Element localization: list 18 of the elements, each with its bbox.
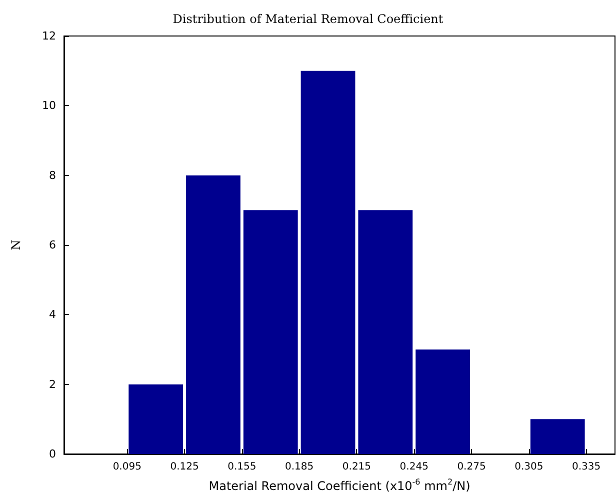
x-tick-label: 0.305 <box>514 462 544 472</box>
x-tick-label: 0.125 <box>170 462 199 472</box>
y-axis-title: N <box>9 240 23 250</box>
y-tick-label: 0 <box>49 448 56 460</box>
y-tick-label: 4 <box>49 308 56 322</box>
x-tick-label: 0.275 <box>457 462 486 472</box>
y-tick-label: 10 <box>42 99 56 112</box>
x-tick-label: 0.155 <box>228 462 256 472</box>
chart-title: Distribution of Material Removal Coefficient <box>172 12 444 26</box>
x-tick-label: 0.095 <box>112 462 142 472</box>
x-tick-label: 0.245 <box>400 462 428 472</box>
x-tick-label: 0.335 <box>572 462 601 472</box>
y-tick-label: 2 <box>49 378 56 391</box>
x-tick-label: 0.185 <box>285 462 314 472</box>
y-tick-label: 12 <box>42 30 56 42</box>
y-tick-label: 8 <box>49 168 56 182</box>
y-tick-label: 6 <box>49 238 56 252</box>
x-tick-label: 0.215 <box>342 462 372 472</box>
